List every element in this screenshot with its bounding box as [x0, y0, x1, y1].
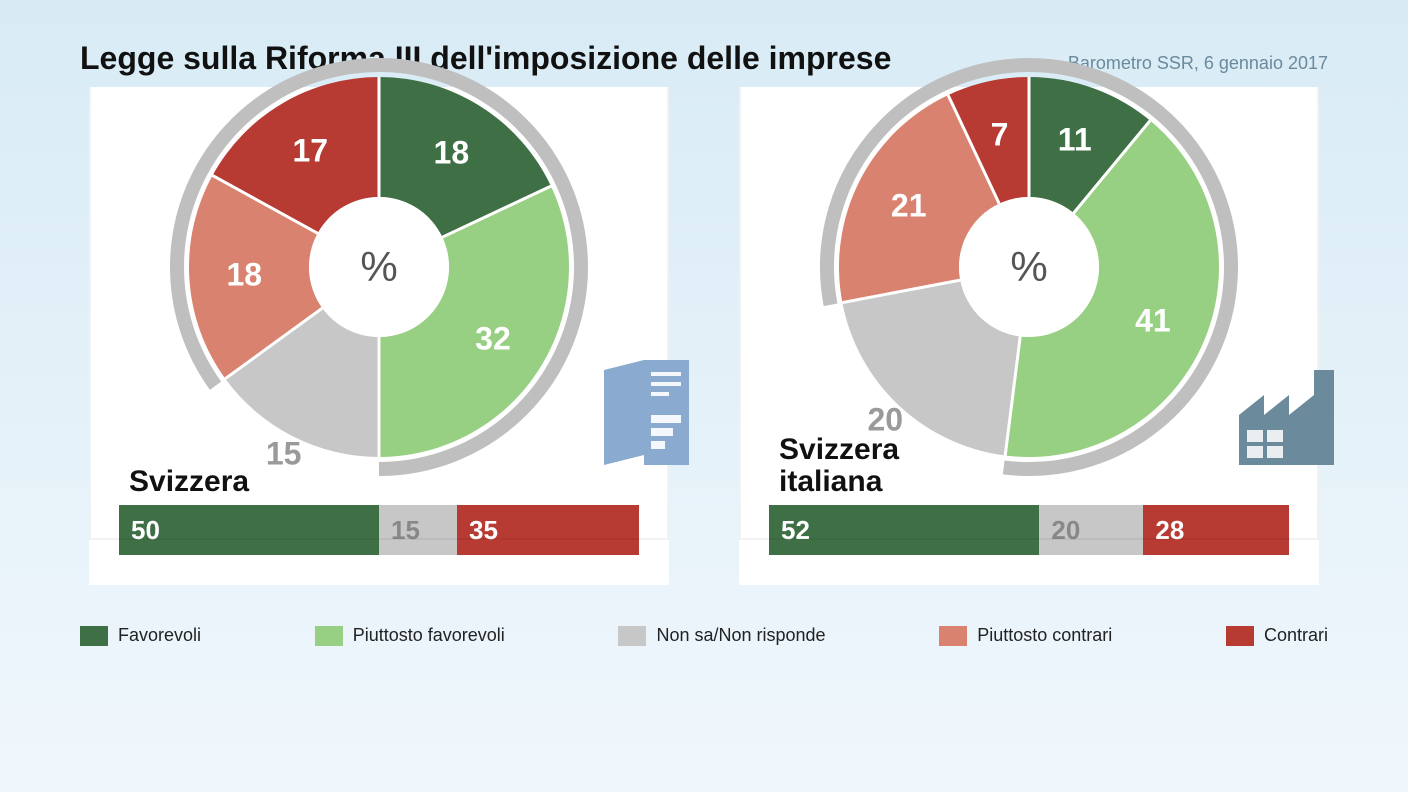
legend-item-piuttosto_contrari: Piuttosto contrari [939, 625, 1112, 646]
legend-item-contrari: Contrari [1226, 625, 1328, 646]
legend-label: Contrari [1264, 625, 1328, 646]
factory-icon [1229, 360, 1339, 475]
swatch-icon [80, 626, 108, 646]
slice-label-piuttosto_favorevoli: 32 [475, 321, 511, 358]
legend-label: Favorevoli [118, 625, 201, 646]
summary-bar: 522028 [769, 505, 1289, 555]
slice-label-piuttosto_contrari: 21 [891, 187, 927, 224]
legend-item-favorevoli: Favorevoli [80, 625, 201, 646]
legend-label: Piuttosto favorevoli [353, 625, 505, 646]
slice-label-piuttosto_contrari: 18 [226, 257, 262, 294]
swatch-icon [315, 626, 343, 646]
slice-label-favorevoli: 11 [1058, 121, 1092, 158]
bar-seg-contrari: 28 [1143, 505, 1289, 555]
donut-center-label: % [1010, 243, 1047, 291]
document-icon [599, 360, 689, 475]
summary-bar: 501535 [119, 505, 639, 555]
donut-chart: 18 32 15 18 17% [169, 57, 589, 477]
swatch-icon [1226, 626, 1254, 646]
panel-svizzera: 1832151817%Svizzera501535 [89, 87, 669, 585]
slice-label-contrari: 17 [292, 132, 328, 169]
bar-seg-favorevoli: 50 [119, 505, 379, 555]
bar-seg-favorevoli: 52 [769, 505, 1039, 555]
panels-row: 1832151817%Svizzera501535 114120217%Sviz… [80, 87, 1328, 585]
bar-seg-non_sa: 20 [1039, 505, 1143, 555]
legend-label: Piuttosto contrari [977, 625, 1112, 646]
slice-label-non_sa: 15 [266, 436, 302, 473]
bar-seg-non_sa: 15 [379, 505, 457, 555]
donut-chart: 11 41 20 21 7% [819, 57, 1239, 477]
bar-seg-contrari: 35 [457, 505, 639, 555]
legend-item-non_sa: Non sa/Non risponde [618, 625, 825, 646]
swatch-icon [618, 626, 646, 646]
slice-label-non_sa: 20 [867, 402, 903, 439]
slice-label-contrari: 7 [991, 117, 1009, 154]
legend-item-piuttosto_favorevoli: Piuttosto favorevoli [315, 625, 505, 646]
donut-center-label: % [360, 243, 397, 291]
legend: Favorevoli Piuttosto favorevoli Non sa/Non… [0, 605, 1408, 646]
panel-svizzera-italiana: 114120217%Svizzeraitaliana522028 [739, 87, 1319, 585]
legend-label: Non sa/Non risponde [656, 625, 825, 646]
slice-label-favorevoli: 18 [434, 135, 470, 172]
slice-label-piuttosto_favorevoli: 41 [1135, 302, 1171, 339]
swatch-icon [939, 626, 967, 646]
